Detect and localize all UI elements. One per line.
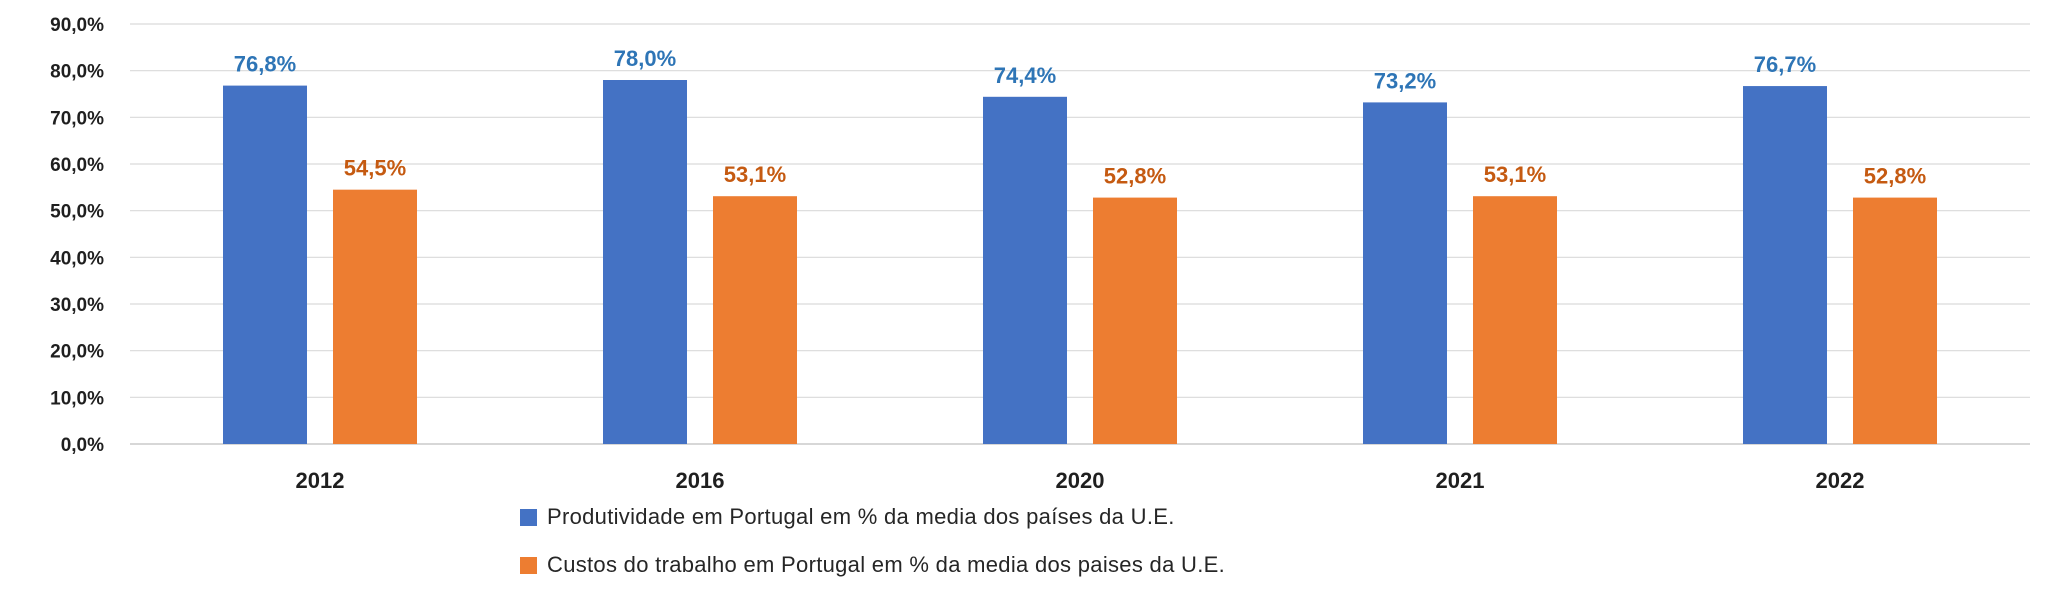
data-label-labor-costs: 54,5% — [344, 156, 406, 181]
data-label-labor-costs: 52,8% — [1104, 164, 1166, 189]
y-tick-label: 10,0% — [50, 388, 104, 409]
y-tick-label: 60,0% — [50, 155, 104, 176]
bar-productivity — [1363, 102, 1447, 445]
legend-label-productivity: Produtividade em Portugal em % da media … — [547, 504, 1175, 529]
y-tick-label: 20,0% — [50, 342, 104, 363]
legend: Produtividade em Portugal em % da media … — [520, 500, 1225, 596]
y-tick-label: 40,0% — [50, 248, 104, 269]
legend-item-productivity: Produtividade em Portugal em % da media … — [520, 500, 1225, 534]
y-tick-label: 30,0% — [50, 295, 104, 316]
data-label-labor-costs: 53,1% — [724, 162, 786, 187]
x-axis: 2012 2016 2020 2021 2022 — [296, 468, 1865, 493]
legend-swatch-labor-costs — [520, 556, 537, 574]
x-tick-label: 2022 — [1816, 468, 1865, 493]
data-label-productivity: 76,7% — [1754, 52, 1816, 77]
y-tick-label: 90,0% — [50, 15, 104, 36]
bar-labor-costs — [1853, 197, 1937, 444]
bar-labor-costs — [1473, 196, 1557, 444]
y-axis: 0,0% 10,0% 20,0% 30,0% 40,0% 50,0% 60,0% 70,0% 8… — [50, 15, 104, 456]
data-label-productivity: 73,2% — [1374, 68, 1436, 93]
bar-productivity — [1743, 86, 1827, 445]
x-tick-label: 2021 — [1436, 468, 1485, 493]
x-tick-label: 2020 — [1056, 468, 1105, 493]
bars — [223, 80, 1937, 445]
bar-labor-costs — [333, 189, 417, 444]
x-tick-label: 2016 — [676, 468, 725, 493]
data-label-labor-costs: 52,8% — [1864, 164, 1926, 189]
bar-productivity — [223, 85, 307, 444]
bar-productivity — [603, 80, 687, 444]
legend-label-labor-costs: Custos do trabalho em Portugal em % da m… — [547, 552, 1226, 577]
legend-swatch-productivity — [520, 508, 537, 526]
x-tick-label: 2012 — [296, 468, 345, 493]
bar-labor-costs — [713, 196, 797, 444]
legend-item-labor-costs: Custos do trabalho em Portugal em % da m… — [520, 548, 1225, 582]
data-label-productivity: 76,8% — [234, 52, 296, 77]
data-labels: 76,8% 54,5% 78,0% 53,1% 74,4% 52,8% 73,2% 53,1%… — [234, 46, 1926, 189]
y-tick-label: 80,0% — [50, 62, 104, 83]
bar-productivity — [983, 96, 1067, 445]
bar-labor-costs — [1093, 197, 1177, 444]
data-label-productivity: 74,4% — [994, 63, 1056, 88]
data-label-productivity: 78,0% — [614, 46, 676, 71]
data-label-labor-costs: 53,1% — [1484, 162, 1546, 187]
y-tick-label: 0,0% — [61, 435, 104, 456]
y-tick-label: 50,0% — [50, 202, 104, 223]
gridlines — [130, 23, 2030, 445]
y-tick-label: 70,0% — [50, 108, 104, 129]
